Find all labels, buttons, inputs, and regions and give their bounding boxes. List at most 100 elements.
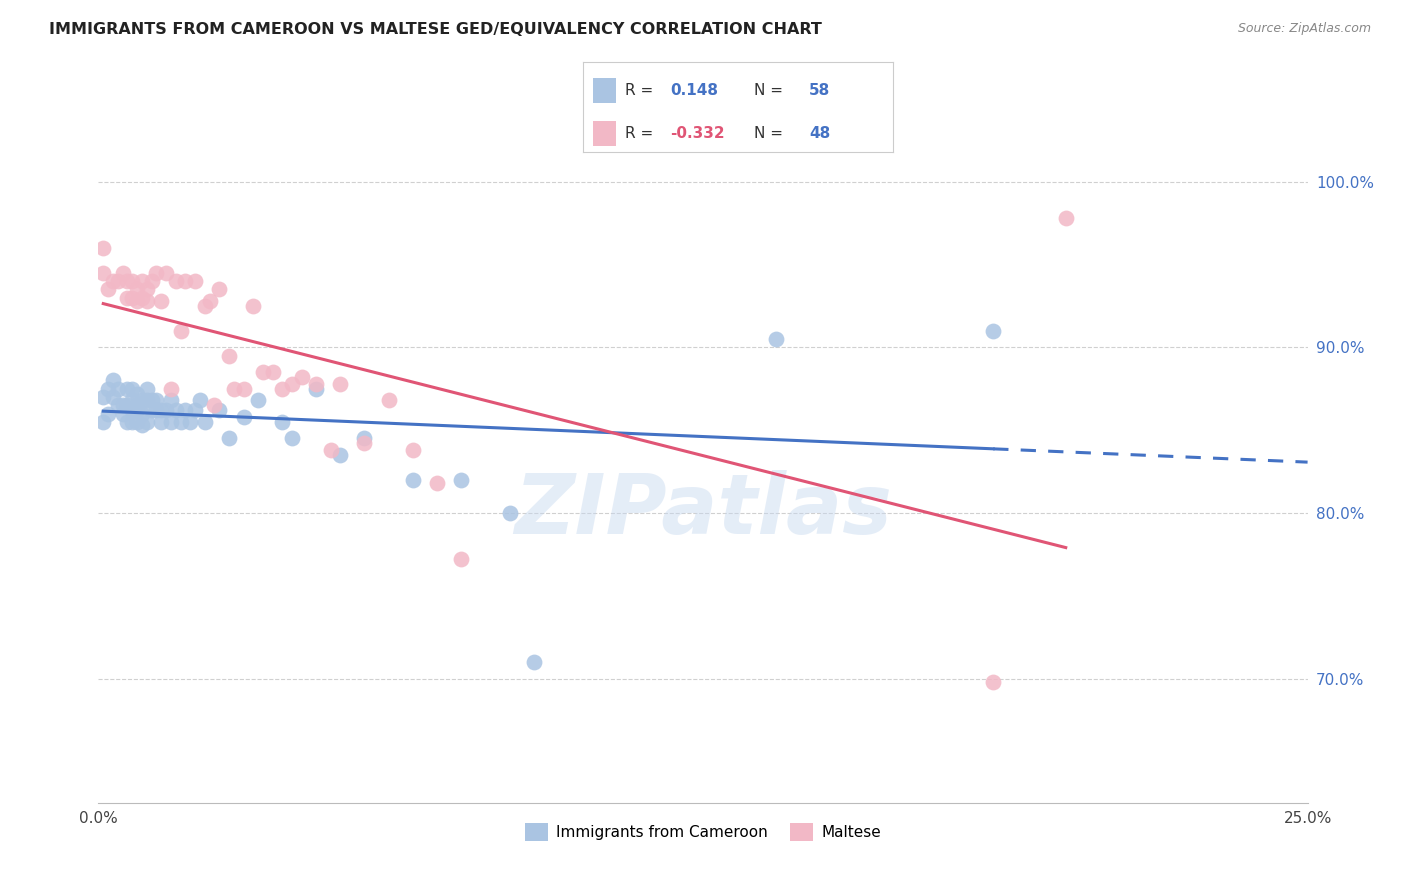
Point — [222, 382, 245, 396]
Point — [131, 418, 153, 433]
Point — [218, 349, 240, 363]
Point — [188, 393, 211, 408]
Point — [218, 431, 240, 445]
Point — [135, 415, 157, 429]
Point — [127, 293, 149, 308]
Text: Source: ZipAtlas.com: Source: ZipAtlas.com — [1237, 22, 1371, 36]
Point — [271, 382, 294, 396]
Text: N =: N = — [754, 84, 787, 98]
Text: IMMIGRANTS FROM CAMEROON VS MALTESE GED/EQUIVALENCY CORRELATION CHART: IMMIGRANTS FROM CAMEROON VS MALTESE GED/… — [49, 22, 823, 37]
Point — [426, 476, 449, 491]
Text: 0.148: 0.148 — [671, 84, 718, 98]
Point — [174, 403, 197, 417]
Point — [145, 403, 167, 417]
Point — [155, 266, 177, 280]
Point — [262, 365, 284, 379]
Point — [305, 382, 328, 396]
Point — [232, 382, 254, 396]
Point — [194, 299, 217, 313]
Legend: Immigrants from Cameroon, Maltese: Immigrants from Cameroon, Maltese — [519, 816, 887, 847]
Point — [131, 407, 153, 421]
Point — [353, 436, 375, 450]
Point — [160, 382, 183, 396]
Point — [117, 291, 139, 305]
Point — [1054, 211, 1077, 225]
Text: 48: 48 — [810, 127, 831, 141]
Point — [135, 293, 157, 308]
Point — [97, 407, 120, 421]
Point — [121, 415, 143, 429]
Point — [184, 403, 207, 417]
Point — [101, 373, 124, 387]
Point — [329, 376, 352, 391]
Point — [141, 393, 163, 408]
Point — [117, 274, 139, 288]
Point — [101, 274, 124, 288]
Point — [150, 293, 173, 308]
Point — [107, 398, 129, 412]
Point — [765, 332, 787, 346]
Point — [117, 415, 139, 429]
Point — [160, 393, 183, 408]
Point — [141, 403, 163, 417]
Point — [121, 403, 143, 417]
Point — [117, 382, 139, 396]
Point — [131, 291, 153, 305]
Point — [174, 274, 197, 288]
Point — [121, 274, 143, 288]
Point — [981, 674, 1004, 689]
Bar — [593, 121, 616, 146]
Point — [91, 390, 114, 404]
Text: -0.332: -0.332 — [671, 127, 724, 141]
Point — [165, 274, 187, 288]
Text: R =: R = — [626, 84, 658, 98]
Point — [107, 274, 129, 288]
Point — [271, 415, 294, 429]
Point — [121, 382, 143, 396]
Point — [402, 473, 425, 487]
Point — [91, 415, 114, 429]
Point — [198, 293, 221, 308]
Point — [150, 403, 173, 417]
Point — [150, 415, 173, 429]
Point — [208, 282, 231, 296]
Point — [121, 393, 143, 408]
Point — [305, 376, 328, 391]
Bar — [593, 78, 616, 103]
Point — [402, 442, 425, 457]
Point — [101, 390, 124, 404]
Point — [208, 403, 231, 417]
Point — [127, 282, 149, 296]
Point — [179, 415, 201, 429]
Point — [281, 376, 304, 391]
Point — [111, 407, 134, 421]
Point — [247, 393, 270, 408]
Point — [169, 324, 191, 338]
Point — [97, 282, 120, 296]
Point — [252, 365, 274, 379]
Point — [281, 431, 304, 445]
Point — [127, 386, 149, 401]
Text: R =: R = — [626, 127, 658, 141]
Point — [121, 291, 143, 305]
Text: 58: 58 — [810, 84, 831, 98]
Point — [498, 506, 520, 520]
Point — [135, 393, 157, 408]
Point — [232, 409, 254, 424]
Point — [242, 299, 264, 313]
Point — [450, 552, 472, 566]
Point — [523, 655, 546, 669]
Point — [145, 266, 167, 280]
Point — [204, 398, 226, 412]
Point — [91, 241, 114, 255]
Point — [107, 382, 129, 396]
Point — [97, 382, 120, 396]
Point — [169, 415, 191, 429]
Point — [111, 266, 134, 280]
Point — [319, 442, 342, 457]
Point — [155, 403, 177, 417]
Point — [127, 415, 149, 429]
Point — [135, 382, 157, 396]
Point — [353, 431, 375, 445]
Point — [377, 393, 399, 408]
